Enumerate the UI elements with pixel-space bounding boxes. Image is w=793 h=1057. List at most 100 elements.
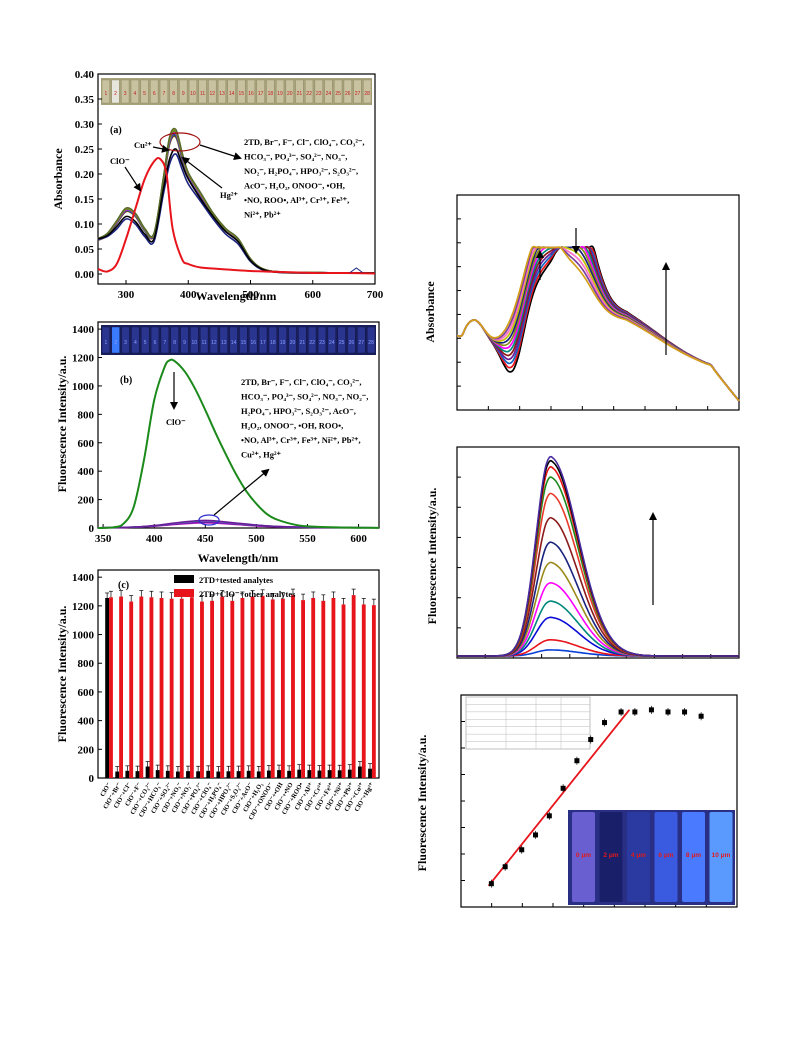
panel-a-vial-number: 13 xyxy=(219,91,225,97)
panel-b-vial-number: 20 xyxy=(290,340,296,346)
panel-c-bar-tested xyxy=(297,769,302,778)
panel-a-vial-photo: 1 2 3 4 5 6 7 8 9 10 11 12 13 14 15 16 17 18 19 20 21 22 23 24 2… xyxy=(101,78,372,105)
panel-b-vial xyxy=(141,326,150,354)
panel-d-frame xyxy=(456,194,740,411)
panel-f-data-point xyxy=(682,709,688,715)
panel-c-bar-other xyxy=(139,596,144,778)
panel-a-vial xyxy=(169,79,178,104)
panel-c-bar-tested xyxy=(186,771,190,778)
panel-c-y-tick-label: 400 xyxy=(78,716,95,728)
panel-c-bar-other xyxy=(331,597,336,778)
panel-b-vial xyxy=(239,326,248,354)
panel-c-bar-tested xyxy=(277,770,281,778)
panel-b-label: (b) xyxy=(120,375,132,386)
panel-a-analyte-list: 2TD, Br⁻, F⁻, Cl⁻, ClO₄⁻, CO₃²⁻, HCO₃⁻, P… xyxy=(244,137,365,220)
panel-c-bar-other xyxy=(129,601,134,778)
panel-c-legend-tested: 2TD+tested analytes xyxy=(199,575,274,585)
panel-b-vial xyxy=(160,326,169,354)
panel-f-vial xyxy=(627,812,650,902)
panel-b-vial-number: 18 xyxy=(270,340,276,346)
panel-b-y-tick-label: 0 xyxy=(89,523,95,535)
panel-c-bar-other xyxy=(200,601,204,778)
panel-b-vial-number: 3 xyxy=(124,340,127,346)
panel-a-frame xyxy=(97,73,376,285)
panel-a-vial xyxy=(276,79,285,104)
panel-b-x-tick-label: 550 xyxy=(299,533,316,545)
panel-c-bar-tested xyxy=(266,770,271,778)
panel-a-vial xyxy=(314,79,323,104)
panel-a-cu-peak-ellipse xyxy=(159,132,201,152)
panel-c-y-tick-label: 200 xyxy=(78,744,95,756)
panel-c-legend-swatch-other xyxy=(174,589,194,597)
panel-e-ticks xyxy=(456,446,740,659)
panel-a-vial xyxy=(227,79,236,104)
panel-c-bar-other xyxy=(250,596,255,778)
panel-a-vial xyxy=(285,79,294,104)
panel-b-y-axis-label: Fluorescence Intensity/a.u. xyxy=(55,356,69,493)
panel-c-bar-other xyxy=(240,597,245,778)
panel-a-vial-number: 2 xyxy=(114,91,117,97)
panel-a-vial-number: 22 xyxy=(306,91,312,97)
panel-c-bar-other xyxy=(291,595,295,778)
panel-d-ticks xyxy=(456,194,740,411)
panel-a-vial-number: 20 xyxy=(287,91,293,97)
panel-a-vial-number: 14 xyxy=(229,91,235,97)
panel-b-vial-number: 28 xyxy=(368,340,374,346)
panel-a-series-line xyxy=(97,156,376,275)
panel-b-y-tick-label: 400 xyxy=(78,466,95,478)
panel-c-bar-other xyxy=(270,599,275,778)
panel-b-vial xyxy=(258,326,268,354)
panel-a-vial-number: 8 xyxy=(172,91,175,97)
panel-f-vial-label: 10 μm xyxy=(712,852,731,859)
panel-b-y-tick-label: 1000 xyxy=(72,381,95,393)
panel-c-bar-other xyxy=(280,598,285,778)
panel-c-bar-tested xyxy=(216,771,221,778)
panel-f-data-point xyxy=(618,709,624,715)
panel-c-bar-tested xyxy=(105,597,110,778)
panel-b-frame xyxy=(97,321,380,529)
panel-b-vial xyxy=(337,326,346,354)
panel-f-data-point xyxy=(488,881,494,887)
panel-a-vial-number: 11 xyxy=(200,91,205,97)
panel-a-vial xyxy=(266,79,275,104)
panel-c-y-tick-label: 1200 xyxy=(72,601,95,613)
panel-b-vial xyxy=(180,326,189,354)
panel-a-x-tick-label: 600 xyxy=(305,289,322,301)
panel-b-vial xyxy=(170,326,179,354)
panel-d-absorbance-titration: Absorbance xyxy=(423,194,740,411)
panel-b-vial xyxy=(317,326,327,354)
panel-e-series-line xyxy=(457,459,739,657)
panel-b-vial xyxy=(278,326,287,354)
panel-b-series xyxy=(97,358,380,529)
panel-e-series-line xyxy=(457,466,739,657)
panel-a-vial xyxy=(256,79,265,104)
panel-a-y-tick-label: 0.40 xyxy=(75,69,95,81)
panel-a-ticks: 0.00 0.05 0.10 0.15 0.20 0.25 0.30 0.35 0.40 300 4… xyxy=(75,69,384,301)
panel-b-vial-number: 4 xyxy=(134,340,137,346)
panel-b-series-line xyxy=(97,358,380,529)
panel-c-legend-other: 2TD+ClO⁻+other analytes xyxy=(199,589,296,599)
panel-b-analyte-line: H₂O₂, ONOO⁻, •OH, ROO•, xyxy=(241,421,343,431)
panel-a-vial-number: 7 xyxy=(163,91,166,97)
panel-a-vial xyxy=(237,79,246,104)
panel-a-y-tick-label: 0.25 xyxy=(75,144,95,156)
panel-a-vial xyxy=(334,79,343,104)
panel-b-vial-number: 21 xyxy=(300,340,306,346)
panel-a-vial xyxy=(363,79,372,104)
panel-a-analyte-line: AcO⁻, H₂O₂, ONOO⁻, •OH, xyxy=(244,181,345,191)
panel-f-vial-label: 8 μm xyxy=(686,852,701,859)
panel-d-series-line xyxy=(456,246,740,402)
panel-f-y-axis-label: Fluorescence Intensity/a.u. xyxy=(415,735,429,872)
panel-c-bar-other xyxy=(260,595,265,778)
panel-c-y-tick-label: 600 xyxy=(78,687,95,699)
panel-a-vial-number: 16 xyxy=(248,91,254,97)
panel-a-ellipse-arrow xyxy=(199,144,242,160)
panel-a-clo-label: ClO⁻ xyxy=(110,156,130,166)
panel-c-bar-other xyxy=(109,597,113,778)
panel-f-fit-line xyxy=(487,709,631,887)
panel-c-y-tick-label: 0 xyxy=(89,773,95,785)
panel-a-vial-number: 19 xyxy=(277,91,283,97)
panel-b-analyte-line: HCO₃⁻, PO₄³⁻, SO₄²⁻, NO₃⁻, NO₂⁻, xyxy=(241,392,368,402)
panel-b-vial xyxy=(150,326,160,354)
panel-c-bar-other xyxy=(169,598,174,778)
